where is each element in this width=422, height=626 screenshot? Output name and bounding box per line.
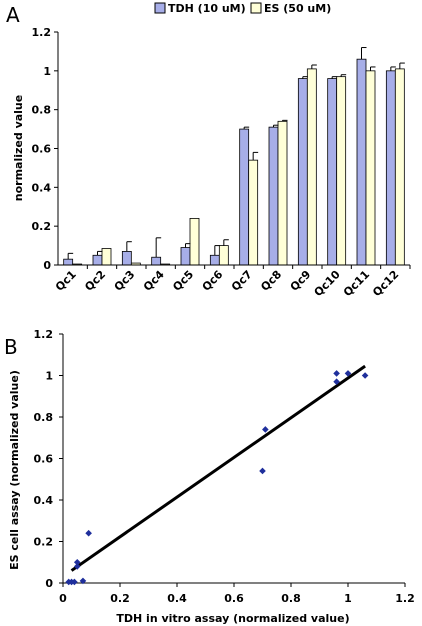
legend-swatch-es — [250, 2, 262, 14]
bar-tdh-Qc8 — [268, 126, 279, 266]
y-tick-label: 0.8 — [32, 104, 52, 117]
bar-es-Qc5 — [189, 217, 200, 266]
x-tick-label-Qc12: Qc12 — [370, 268, 401, 299]
x-tick-label-b: 0.6 — [224, 592, 244, 605]
scatter-point — [344, 370, 352, 377]
bar-tdh-Qc5 — [180, 247, 191, 266]
x-tick-label-b: 0.2 — [110, 592, 130, 605]
bar-tdh-Qc3 — [121, 251, 132, 266]
y-tick-label-b: 0.4 — [34, 494, 54, 507]
x-axis-title-b: TDH in vitro assay (normalized value) — [116, 612, 349, 625]
x-tick-label-Qc9: Qc9 — [288, 268, 314, 294]
scatter-point — [361, 372, 369, 379]
bar-tdh-Qc12 — [385, 70, 396, 266]
y-tick-label: 1.2 — [32, 26, 52, 39]
y-tick-label-b: 1 — [45, 370, 53, 383]
y-tick-label: 0.4 — [32, 181, 52, 194]
bar-es-Qc8 — [277, 120, 288, 266]
x-tick-label-b: 0.4 — [167, 592, 187, 605]
x-tick-label-Qc6: Qc6 — [200, 268, 226, 294]
y-tick-label: 0.2 — [32, 220, 52, 233]
bar-es-Qc2 — [101, 248, 112, 266]
bar-es-Qc7 — [248, 159, 259, 266]
x-tick-label-Qc10: Qc10 — [312, 268, 343, 299]
bar-tdh-Qc9 — [297, 78, 308, 266]
scatter-point — [71, 578, 78, 586]
y-tick-labels: 0 0.2 0.4 0.6 0.8 1 1.2 — [32, 26, 58, 272]
legend-label-tdh: TDH (10 uM) — [168, 2, 246, 15]
legend-swatch-tdh — [154, 2, 166, 14]
scatter-points — [65, 370, 369, 586]
y-tick-label-b: 1.2 — [34, 328, 54, 341]
y-tick-label-b: 0.2 — [34, 536, 54, 549]
bar-es-Qc11 — [365, 70, 376, 266]
scatter-point — [333, 370, 340, 377]
x-tick-label-Qc3: Qc3 — [112, 268, 138, 294]
error-bars — [67, 47, 405, 260]
x-tick-label-Qc4: Qc4 — [141, 268, 167, 294]
x-tick-label-b: 1 — [344, 592, 352, 605]
bar-tdh-Qc6 — [209, 254, 220, 266]
bar-tdh-Qc1 — [63, 258, 74, 266]
y-tick-label: 0.6 — [32, 143, 52, 156]
scatter-point — [73, 563, 81, 570]
x-tick-label-Qc2: Qc2 — [82, 268, 108, 294]
panel-b-scatter-chart: ES cell assay (normalized value) TDH in … — [8, 328, 415, 625]
bar-es-Qc10 — [336, 76, 347, 266]
x-tick-label-Qc7: Qc7 — [229, 268, 255, 294]
scatter-point — [73, 558, 81, 566]
bar-es-Qc12 — [394, 68, 405, 266]
legend-label-es: ES (50 uM) — [264, 2, 331, 15]
bar-tdh-Qc11 — [356, 58, 367, 266]
scatter-point — [85, 529, 92, 537]
x-tick-labels-b: 0 0.2 0.4 0.6 0.8 1 1.2 — [59, 583, 415, 605]
x-tick-label-b: 0 — [59, 592, 67, 605]
y-tick-label-b: 0.8 — [34, 411, 54, 424]
bar-tdh-Qc10 — [327, 78, 338, 266]
y-axis-title-b: ES cell assay (normalized value) — [8, 370, 21, 570]
x-tick-label-Qc5: Qc5 — [170, 268, 196, 294]
bars — [63, 58, 405, 266]
x-tick-label-Qc8: Qc8 — [258, 268, 284, 294]
panel-b-letter: B — [4, 335, 18, 359]
x-tick-label-b: 0.8 — [281, 592, 301, 605]
panel-a-bar-chart: TDH (10 uM) ES (50 uM) normalized value … — [12, 2, 411, 299]
y-axis-title: normalized value — [12, 95, 25, 201]
bar-es-Qc6 — [218, 245, 229, 266]
y-tick-label: 1 — [43, 65, 51, 78]
y-tick-labels-b: 0 0.2 0.4 0.6 0.8 1 1.2 — [34, 328, 63, 590]
scatter-point — [333, 378, 340, 386]
scatter-point — [262, 426, 269, 433]
bar-tdh-Qc2 — [92, 254, 103, 266]
legend: TDH (10 uM) ES (50 uM) — [154, 2, 331, 15]
y-tick-label: 0 — [43, 259, 51, 272]
bar-tdh-Qc7 — [239, 128, 250, 266]
scatter-point — [79, 577, 87, 585]
x-tick-label-b: 1.2 — [395, 592, 415, 605]
trend-line — [70, 364, 366, 572]
y-tick-label-b: 0.6 — [34, 453, 54, 466]
x-tick-label-Qc1: Qc1 — [53, 268, 79, 294]
scatter-point — [259, 467, 266, 475]
x-tick-label-Qc11: Qc11 — [341, 268, 372, 299]
panel-a-letter: A — [6, 3, 20, 27]
bar-es-Qc9 — [306, 68, 317, 266]
y-tick-label-b: 0 — [45, 577, 53, 590]
bar-tdh-Qc4 — [151, 256, 162, 266]
